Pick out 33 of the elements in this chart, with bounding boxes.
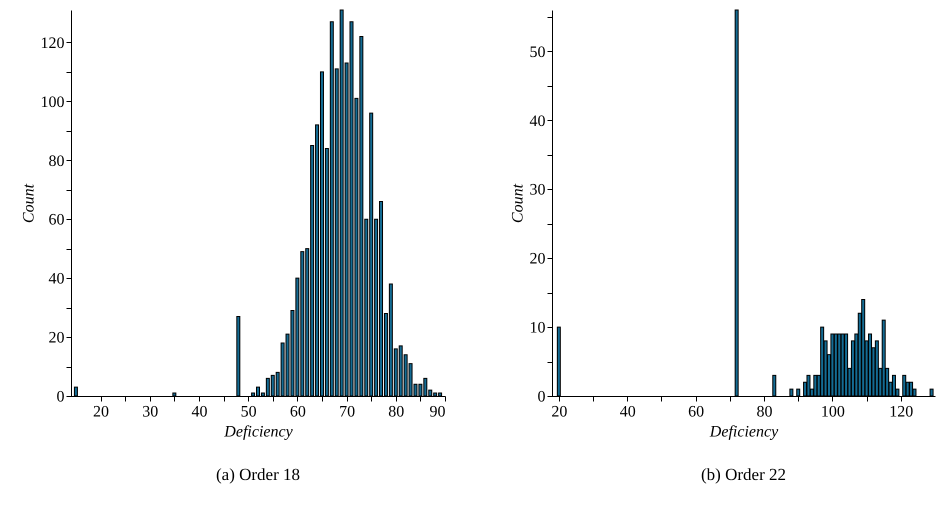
x-tick-label: 30 [142,404,158,420]
y-tick-label: 20 [530,250,546,268]
x-tick-label: 60 [688,404,704,420]
x-tick-label: 70 [339,404,356,420]
y-tick-label: 50 [530,44,546,61]
text: (a) Order 18 [216,465,300,484]
y-tick-label: 0 [56,388,64,406]
x-tick-label: 20 [93,404,110,420]
x-tick-label: 50 [240,404,257,420]
y-tick-label: 60 [48,212,64,229]
y-tick-label: 100 [40,94,64,111]
x-tick-label: 40 [620,404,636,420]
x-tick-label: 20 [551,404,568,420]
x-tick-label: 90 [430,404,446,420]
y-tick-label: 40 [48,270,64,288]
y-tick-label: 10 [530,320,546,337]
y-tick-label: 0 [538,388,546,406]
x-tick-label: 60 [290,404,306,420]
y-tick-label: 40 [530,112,546,130]
x-tick-label: 80 [756,404,773,420]
x-axis-title: Deficiency [708,424,780,440]
y-tick-label: 30 [530,182,546,199]
y-tick-label: 80 [48,152,64,170]
y-axis-title: Count [510,183,526,224]
x-axis-title: Deficiency [223,424,294,440]
x-tick-label: 100 [820,404,845,420]
x-tick-label: 120 [889,404,914,420]
y-tick-label: 20 [48,330,64,347]
y-tick-label: 120 [40,34,64,52]
y-axis-title: Count [20,183,38,224]
x-tick-label: 80 [388,404,404,420]
x-tick-label: 40 [191,404,208,420]
text: (b) Order 22 [701,465,786,484]
